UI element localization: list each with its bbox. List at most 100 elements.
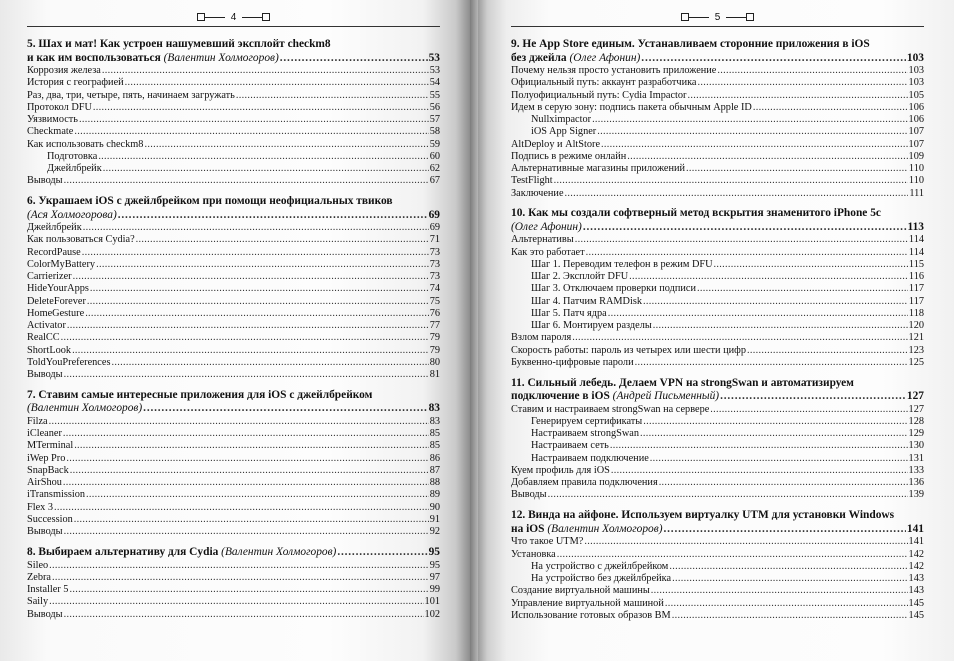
page-number: 4 (230, 12, 237, 23)
toc-entry[interactable]: На устройство с джейлбрейком 142 (511, 561, 924, 573)
toc-entry[interactable]: AltDeploy и AltStore 107 (511, 139, 924, 151)
dot-leader (49, 596, 423, 608)
toc-entry[interactable]: Джейлбрейк 69 (27, 222, 440, 234)
toc-entry[interactable]: Генерируем сертификаты 128 (511, 416, 924, 428)
toc-entry[interactable]: Скорость работы: пароль из четырех или ш… (511, 345, 924, 357)
toc-entry-label: Sileo (27, 559, 49, 571)
section-author: (Валентин Холмогоров) (547, 522, 663, 535)
toc-entry[interactable]: Выводы 102 (27, 609, 440, 621)
toc-entry[interactable]: Создание виртуальной машины 143 (511, 585, 924, 597)
square-ornament-icon (196, 13, 205, 22)
toc-entry[interactable]: Управление виртуальной машиной 145 (511, 598, 924, 610)
toc-entry[interactable]: Succession 91 (27, 514, 440, 526)
toc-entry-label: TestFlight (511, 175, 553, 187)
toc-entry[interactable]: HomeGesture 76 (27, 308, 440, 320)
toc-entry[interactable]: Использование готовых образов ВМ 145 (511, 610, 924, 622)
toc-entry[interactable]: Добавляем правила подключения 136 (511, 477, 924, 489)
section-title-line: и как им воспользоваться (Валентин Холмо… (27, 52, 440, 66)
toc-entry[interactable]: Куем профиль для iOS 133 (511, 465, 924, 477)
toc-entry[interactable]: Выводы 139 (511, 489, 924, 501)
dot-leader (714, 259, 908, 271)
toc-entry[interactable]: Выводы 81 (27, 369, 440, 381)
toc-entry[interactable]: Альтернативы 114 (511, 234, 924, 246)
toc-entry[interactable]: Полуофициальный путь: Cydia Impactor 105 (511, 90, 924, 102)
toc-entry[interactable]: Уязвимость 57 (27, 114, 440, 126)
toc-entry[interactable]: Идем в серую зону: подпись пакета обычны… (511, 102, 924, 114)
toc-entry[interactable]: AirShou 88 (27, 477, 440, 489)
toc-entry[interactable]: TestFlight 110 (511, 175, 924, 187)
toc-entry[interactable]: Шаг 1. Переводим телефон в режим DFU 115 (511, 259, 924, 271)
toc-entry[interactable]: Джейлбрейк 62 (27, 163, 440, 175)
toc-entry[interactable]: Checkmate 58 (27, 126, 440, 138)
toc-entry[interactable]: Буквенно-цифровые пароли 125 (511, 357, 924, 369)
toc-entry[interactable]: Flex 3 90 (27, 502, 440, 514)
section-title-line: на iOS (Валентин Холмогоров) 141 (511, 523, 924, 537)
toc-entry-label: HomeGesture (27, 307, 85, 319)
toc-entry[interactable]: SnapBack 87 (27, 465, 440, 477)
toc-entry[interactable]: ColorMyBattery 73 (27, 259, 440, 271)
toc-entry[interactable]: Протокол DFU 56 (27, 102, 440, 114)
toc-entry[interactable]: Nullximpactor 106 (511, 114, 924, 126)
toc-entry-label: Официальный путь: аккаунт разработчика (511, 77, 697, 89)
toc-entry[interactable]: Почему нельзя просто установить приложен… (511, 65, 924, 77)
toc-entry[interactable]: Настраиваем сеть 130 (511, 440, 924, 452)
toc-entry[interactable]: Раз, два, три, четыре, пять, начинаем за… (27, 90, 440, 102)
toc-entry[interactable]: Installer 5 99 (27, 584, 440, 596)
toc-entry[interactable]: Выводы 67 (27, 175, 440, 187)
section-title-line: (Валентин Холмогоров) 83 (27, 402, 440, 416)
toc-entry[interactable]: Шаг 5. Патч ядра 118 (511, 308, 924, 320)
toc-entry[interactable]: Заключение 111 (511, 188, 924, 200)
toc-entry[interactable]: Взлом пароля 121 (511, 332, 924, 344)
section-title-line: 6. Украшаем iOS с джейлбрейком при помощ… (27, 195, 440, 209)
toc-entry[interactable]: Sileo 95 (27, 560, 440, 572)
toc-entry-label: SnapBack (27, 464, 69, 476)
toc-entry[interactable]: Коррозия железа 53 (27, 65, 440, 77)
toc-entry[interactable]: RealCC 79 (27, 332, 440, 344)
toc-entry[interactable]: Альтернативные магазины приложений 110 (511, 163, 924, 175)
toc-entry[interactable]: HideYourApps 74 (27, 283, 440, 295)
toc-entry[interactable]: Saily 101 (27, 596, 440, 608)
toc-entry[interactable]: ShortLook 79 (27, 345, 440, 357)
toc-entry[interactable]: Подпись в режиме онлайн 109 (511, 151, 924, 163)
toc-entry[interactable]: Шаг 3. Отключаем проверки подписи 117 (511, 283, 924, 295)
dot-leader (125, 77, 429, 89)
dot-leader (72, 345, 429, 357)
toc-entry[interactable]: Настраиваем strongSwan 129 (511, 428, 924, 440)
toc-entry[interactable]: iWep Pro 86 (27, 453, 440, 465)
toc-entry[interactable]: MTerminal 85 (27, 440, 440, 452)
toc-entry[interactable]: Подготовка 60 (27, 151, 440, 163)
toc-entry[interactable]: Настраиваем подключение 131 (511, 453, 924, 465)
toc-entry[interactable]: Filza 83 (27, 416, 440, 428)
toc-entry[interactable]: DeleteForever 75 (27, 296, 440, 308)
toc-entry[interactable]: Официальный путь: аккаунт разработчика 10… (511, 77, 924, 89)
toc-entry[interactable]: ToldYouPreferences 80 (27, 357, 440, 369)
section-title-line: 7. Ставим самые интересные приложения дл… (27, 389, 440, 403)
toc-entry-label: Джейлбрейк (27, 222, 82, 234)
dot-leader (720, 390, 906, 404)
toc-entry[interactable]: Шаг 4. Патчим RAMDisk 117 (511, 296, 924, 308)
toc-entry-page: 53 (429, 65, 440, 76)
toc-entry[interactable]: Установка 142 (511, 549, 924, 561)
toc-entry[interactable]: Activator 77 (27, 320, 440, 332)
toc-entry[interactable]: Как пользоваться Cydia? 71 (27, 234, 440, 246)
toc-entry[interactable]: RecordPause 73 (27, 247, 440, 259)
toc-entry[interactable]: iCleaner 85 (27, 428, 440, 440)
toc-entry[interactable]: История с географией 54 (27, 77, 440, 89)
dot-leader (74, 440, 429, 452)
dot-leader (697, 283, 908, 295)
toc-entry[interactable]: Шаг 6. Монтируем разделы 120 (511, 320, 924, 332)
toc-entry[interactable]: Как использовать checkm8 59 (27, 139, 440, 151)
toc-entry[interactable]: Шаг 2. Эксплойт DFU 116 (511, 271, 924, 283)
toc-entry[interactable]: Выводы 92 (27, 526, 440, 538)
toc-entry[interactable]: iOS App Signer 107 (511, 126, 924, 138)
dot-leader (54, 502, 429, 514)
toc-entry[interactable]: iTransmission 89 (27, 489, 440, 501)
toc-entry[interactable]: Carrierizer 73 (27, 271, 440, 283)
toc-entry[interactable]: Zebra 97 (27, 572, 440, 584)
toc-entry[interactable]: Что такое UTM? 141 (511, 536, 924, 548)
dot-leader (610, 440, 908, 452)
section-page-number: 113 (907, 220, 924, 233)
toc-entry[interactable]: На устройство без джейлбрейка 143 (511, 573, 924, 585)
toc-entry[interactable]: Ставим и настраиваем strongSwan на серве… (511, 404, 924, 416)
toc-entry[interactable]: Как это работает 114 (511, 247, 924, 259)
